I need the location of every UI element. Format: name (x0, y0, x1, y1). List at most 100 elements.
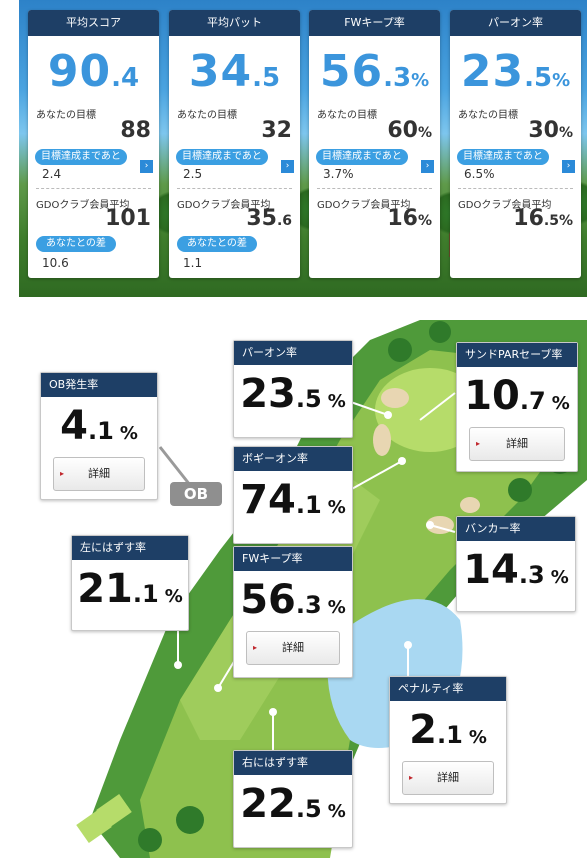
stat-value-dec: .1 (436, 721, 463, 749)
stat-value: 14.3% (457, 547, 575, 593)
goal-arrow-icon[interactable]: › (421, 160, 434, 173)
club-avg-dec: .6 (276, 213, 292, 229)
stat-title: ペナルティ率 (390, 677, 506, 701)
stat-bunker: バンカー率 14.3% (456, 516, 576, 612)
club-avg-int: 16 (387, 206, 418, 231)
club-avg-label: GDOクラブ会員平均 (36, 200, 130, 211)
summary-card-score: 平均スコア 90.4 あなたの目標 88 目標達成まであと › 2.4 GDOクラブ会員平均 1… (28, 10, 159, 278)
detail-button[interactable]: ▸ 詳細 (246, 631, 340, 665)
stat-value: 22.5% (234, 781, 352, 827)
club-avg-label: GDOクラブ会員平均 (317, 200, 411, 211)
divider (36, 188, 151, 189)
triangle-icon: ▸ (60, 469, 65, 478)
main-value-int: 90 (47, 46, 112, 97)
goal-value-int: 32 (261, 118, 292, 143)
goal-arrow-icon[interactable]: › (140, 160, 153, 173)
card-title: FWキープ率 (309, 10, 440, 36)
main-value-dec: .5 (524, 63, 553, 93)
divider (458, 188, 573, 189)
detail-button[interactable]: ▸ 詳細 (402, 761, 494, 795)
summary-panel: 平均スコア 90.4 あなたの目標 88 目標達成まであと › 2.4 GDOクラブ会員平均 1… (19, 0, 587, 297)
goal-value-int: 60 (387, 118, 418, 143)
goal-label: あなたの目標 (36, 110, 96, 121)
stat-title: FWキープ率 (234, 547, 352, 571)
stat-value-dec: .1 (132, 580, 159, 608)
stat-value-unit: % (327, 391, 346, 412)
goal-arrow-icon[interactable]: › (562, 160, 575, 173)
detail-button[interactable]: ▸ 詳細 (53, 457, 145, 491)
club-avg-value: 16% (387, 206, 432, 231)
stat-value: 4.1% (41, 403, 157, 449)
goal-value-unit: % (558, 125, 573, 141)
club-avg-int: 35 (246, 206, 277, 231)
triangle-icon: ▸ (253, 643, 258, 652)
stat-value: 2.1% (390, 707, 506, 753)
stat-fw: FWキープ率 56.3% ▸ 詳細 (233, 546, 353, 678)
goal-value-int: 30 (528, 118, 559, 143)
goal-remaining-value: 6.5% (464, 167, 495, 181)
club-avg-dec: .5 (543, 213, 559, 229)
stat-value-unit: % (468, 727, 487, 748)
club-avg-int: 101 (105, 206, 151, 231)
main-value-dec: .4 (111, 63, 140, 93)
diff-value: 1.1 (183, 256, 203, 270)
main-value-int: 23 (460, 46, 525, 97)
summary-card-paron: パーオン率 23.5% あなたの目標 30% 目標達成まであと › 6.5% GDOクラブ会員… (450, 10, 581, 278)
stat-value-dec: .3 (295, 591, 322, 619)
goal-value-unit: % (417, 125, 432, 141)
stat-title: ボギーオン率 (234, 447, 352, 471)
club-avg-value: 101 (105, 206, 151, 231)
stat-value: 74.1% (234, 477, 352, 523)
divider (177, 188, 292, 189)
stat-value-int: 10 (464, 373, 520, 419)
stat-value-dec: .5 (295, 385, 322, 413)
main-value-int: 56 (319, 46, 384, 97)
stat-value-unit: % (327, 597, 346, 618)
main-value-unit: % (552, 70, 571, 91)
stat-value: 23.5% (234, 371, 352, 417)
goal-remaining-pill: 目標達成まであと (176, 149, 268, 165)
stat-value-dec: .1 (87, 417, 114, 445)
stat-penalty: ペナルティ率 2.1% ▸ 詳細 (389, 676, 507, 804)
main-value-dec: .5 (252, 63, 281, 93)
stat-right: 右にはずす率 22.5% (233, 750, 353, 848)
stat-value-unit: % (119, 423, 138, 444)
detail-button[interactable]: ▸ 詳細 (469, 427, 565, 461)
divider (317, 188, 432, 189)
goal-value: 30% (528, 118, 573, 143)
diff-value: 10.6 (42, 256, 69, 270)
main-value: 56.3% (309, 46, 440, 97)
stat-value-unit: % (164, 586, 183, 607)
stat-value-dec: .7 (519, 387, 546, 415)
goal-value: 32 (261, 118, 292, 143)
stat-value-int: 56 (240, 577, 296, 623)
summary-card-putt: 平均パット 34.5 あなたの目標 32 目標達成まであと › 2.5 GDOクラブ会員平均 3… (169, 10, 300, 278)
stat-value-int: 4 (60, 403, 88, 449)
stat-bogey: ボギーオン率 74.1% (233, 446, 353, 544)
goal-remaining-value: 2.5 (183, 167, 203, 181)
goal-remaining-pill: 目標達成まであと (35, 149, 127, 165)
goal-arrow-icon[interactable]: › (281, 160, 294, 173)
stat-value-unit: % (550, 567, 569, 588)
goal-label: あなたの目標 (317, 110, 377, 121)
stat-value-int: 21 (77, 566, 133, 612)
stat-value-unit: % (551, 393, 570, 414)
stat-value: 10.7% (457, 373, 577, 419)
main-value: 34.5 (169, 46, 300, 97)
stat-value-dec: .5 (295, 795, 322, 823)
goal-remaining-value: 2.4 (42, 167, 62, 181)
stat-sand: サンドPARセーブ率 10.7% ▸ 詳細 (456, 342, 578, 472)
stat-paron: パーオン率 23.5% (233, 340, 353, 438)
club-avg-value: 16.5% (513, 206, 573, 231)
main-value-dec: .3 (383, 63, 412, 93)
club-avg-unit: % (558, 213, 573, 229)
diff-pill: あなたとの差 (36, 236, 116, 252)
goal-value: 88 (120, 118, 151, 143)
card-title: 平均パット (169, 10, 300, 36)
stat-title: 右にはずす率 (234, 751, 352, 775)
stat-value-int: 74 (240, 477, 296, 523)
ob-tag: OB (170, 482, 222, 506)
stat-value-int: 23 (240, 371, 296, 417)
goal-remaining-pill: 目標達成まであと (316, 149, 408, 165)
stat-value-int: 22 (240, 781, 296, 827)
